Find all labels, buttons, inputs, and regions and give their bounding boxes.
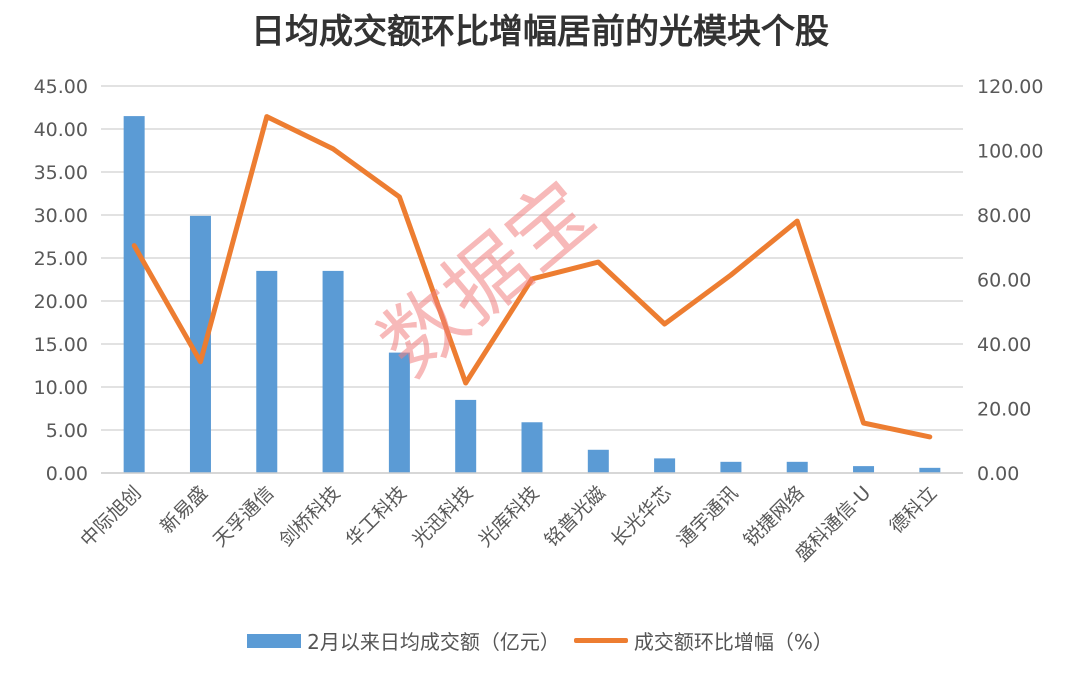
right-tick-label: 80.00 — [977, 205, 1031, 227]
legend: 2月以来日均成交额（亿元） 成交额环比增幅（%） — [0, 626, 1080, 655]
right-tick-label: 100.00 — [977, 141, 1043, 163]
left-tick-label: 5.00 — [46, 420, 88, 442]
bar[interactable] — [654, 458, 676, 473]
legend-item-line[interactable]: 成交额环比增幅（%） — [573, 626, 833, 655]
x-category-label: 长光华芯 — [607, 482, 676, 551]
x-category-label: 中际旭创 — [76, 482, 145, 551]
bar[interactable] — [388, 352, 410, 473]
x-category-label: 天孚通信 — [209, 482, 278, 551]
right-tick-label: 60.00 — [977, 270, 1031, 292]
right-tick-label: 120.00 — [977, 76, 1043, 98]
x-category-label: 光迅科技 — [408, 482, 477, 551]
line-series[interactable] — [131, 114, 933, 440]
legend-line-label: 成交额环比增幅（%） — [633, 630, 833, 654]
x-category-label: 锐捷网络 — [739, 482, 808, 551]
legend-bar-label: 2月以来日均成交额（亿元） — [307, 630, 560, 654]
right-axis-ticks: 0.00 20.00 40.00 60.00 80.00 100.00 120.00 — [977, 76, 1043, 485]
x-category-label: 新易盛 — [156, 482, 212, 538]
bar[interactable] — [189, 215, 211, 474]
right-tick-label: 0.00 — [977, 463, 1019, 485]
left-tick-label: 45.00 — [34, 76, 88, 98]
bar[interactable] — [919, 467, 941, 473]
bar[interactable] — [720, 461, 742, 473]
left-tick-label: 0.00 — [46, 463, 88, 485]
bar[interactable] — [123, 116, 145, 473]
x-category-label: 铭普光磁 — [541, 482, 610, 551]
left-axis-ticks: 0.00 5.00 10.00 15.00 20.00 25.00 30.00 35.00 40… — [34, 76, 88, 485]
bar[interactable] — [256, 270, 278, 473]
x-category-label: 剑桥科技 — [275, 482, 344, 551]
bar[interactable] — [853, 466, 875, 473]
left-tick-label: 25.00 — [34, 248, 88, 270]
left-tick-label: 10.00 — [34, 377, 88, 399]
legend-item-bar[interactable]: 2月以来日均成交额（亿元） — [247, 626, 560, 655]
chart-title: 日均成交额环比增幅居前的光模块个股 — [251, 12, 829, 52]
bar[interactable] — [322, 270, 344, 473]
bar[interactable] — [786, 461, 808, 473]
line-swatch-icon — [573, 638, 628, 643]
left-tick-label: 35.00 — [34, 162, 88, 184]
right-tick-label: 40.00 — [977, 334, 1031, 356]
left-tick-label: 40.00 — [34, 119, 88, 141]
bar-swatch-icon — [247, 633, 302, 648]
left-tick-label: 30.00 — [34, 205, 88, 227]
x-category-label: 光库科技 — [474, 482, 543, 551]
bar[interactable] — [455, 399, 477, 473]
x-axis-labels: 中际旭创 新易盛天孚通信剑桥科技华工科技光迅科技光库科技铭普光磁长光华芯通宇通讯锐… — [76, 482, 941, 566]
right-tick-label: 20.00 — [977, 399, 1031, 421]
bar-series — [123, 116, 941, 474]
left-tick-label: 15.00 — [34, 334, 88, 356]
left-tick-label: 20.00 — [34, 291, 88, 313]
x-category-label: 华工科技 — [342, 482, 411, 551]
x-category-label: 通宇通讯 — [673, 482, 742, 551]
bar[interactable] — [587, 449, 609, 473]
x-category-label: 德科立 — [886, 482, 942, 538]
bar[interactable] — [521, 422, 543, 473]
